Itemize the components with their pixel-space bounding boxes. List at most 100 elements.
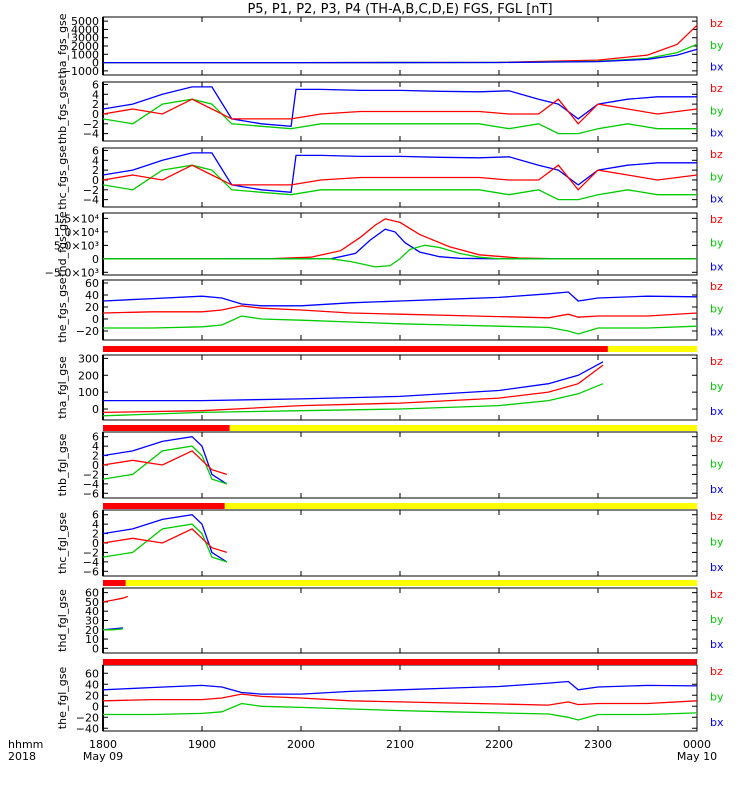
- series-line-by: [102, 98, 697, 135]
- y-axis-label: the_fgs_gse: [56, 277, 69, 342]
- legend-entry-bz: bz: [710, 280, 723, 293]
- y-tick-label: 0: [92, 459, 99, 472]
- legend-entry-bz: bz: [710, 432, 723, 445]
- series-line-by: [103, 43, 698, 64]
- series-line-by: [102, 445, 227, 485]
- series-line-by: [103, 315, 698, 335]
- series-line-by: [102, 523, 227, 563]
- mode-bar-segment: [103, 580, 126, 586]
- x-tick-label: 0000: [683, 738, 711, 751]
- legend-entry-by: by: [710, 104, 724, 117]
- legend-entry-bz: bz: [710, 17, 723, 30]
- series-line-by: [103, 702, 698, 721]
- y-tick-label: 60: [85, 667, 99, 680]
- legend-entry-by: by: [710, 170, 724, 183]
- y-tick-label: −4: [83, 128, 99, 141]
- series-line-bx: [103, 361, 604, 402]
- y-axis-label: thc_fgs_gse: [56, 145, 69, 210]
- x-tick-date-label: May 09: [83, 750, 123, 763]
- x-tick-label: 1900: [188, 738, 216, 751]
- legend-entry-bz: bz: [710, 82, 723, 95]
- y-tick-label: −6: [83, 565, 99, 578]
- legend-entry-bz: bz: [710, 510, 723, 523]
- y-tick-label: 3000: [71, 32, 99, 45]
- y-tick-label: 0: [92, 403, 99, 416]
- y-tick-label: 2: [92, 528, 99, 541]
- y-tick-label: 30: [85, 615, 99, 628]
- legend-entry-bx: bx: [710, 405, 724, 418]
- y-tick-label: 6: [92, 431, 99, 444]
- panel-frame: [102, 509, 698, 577]
- y-axis-label: tha_fgs_gse: [56, 13, 69, 78]
- legend-entry-bx: bx: [710, 193, 724, 206]
- y-axis-label: tha_fgl_gse: [56, 356, 69, 419]
- y-tick-label: 0: [92, 57, 99, 70]
- y-tick-label: −2: [83, 184, 99, 197]
- series-line-bz: [102, 98, 698, 125]
- legend-entry-by: by: [710, 237, 724, 250]
- x-tick-label: 2200: [485, 738, 513, 751]
- legend-entry-by: by: [710, 380, 724, 393]
- y-tick-label: −4: [83, 478, 99, 491]
- series-line-bx: [102, 152, 697, 193]
- legend-entry-bz: bz: [710, 355, 723, 368]
- series-line-bz: [102, 693, 698, 706]
- y-tick-label: 40: [85, 678, 99, 691]
- series-line-by: [103, 244, 697, 268]
- x-tick-label: 2300: [584, 738, 612, 751]
- y-tick-label: −1000: [62, 65, 99, 78]
- legend-entry-bx: bx: [710, 561, 724, 574]
- mode-bar-segment: [103, 425, 230, 431]
- y-tick-label: 4: [92, 88, 99, 101]
- y-tick-label: 6: [92, 509, 99, 522]
- y-tick-label: 6: [92, 144, 99, 157]
- mode-bar-segment: [607, 346, 697, 352]
- y-tick-label: 5000: [71, 15, 99, 28]
- y-tick-label: −5.0×10³: [45, 266, 99, 279]
- series-line-bx: [102, 514, 228, 563]
- y-tick-label: −4: [83, 556, 99, 569]
- legend-entry-by: by: [710, 613, 724, 626]
- panel-frame: [102, 664, 698, 732]
- series-line-bz: [102, 595, 129, 603]
- panel-frame: [102, 431, 698, 499]
- series-line-bz: [102, 305, 698, 319]
- y-tick-label: −2: [83, 468, 99, 481]
- panel-left-edge: [102, 355, 104, 420]
- y-axis-label: thb_fgl_gse: [56, 433, 69, 496]
- legend-entry-bx: bx: [710, 61, 724, 74]
- y-tick-label: −6: [83, 487, 99, 500]
- legend-entry-by: by: [710, 457, 724, 470]
- legend-entry-bz: bz: [710, 665, 723, 678]
- x-tick-date-label: May 10: [677, 750, 717, 763]
- y-tick-label: 2: [92, 450, 99, 463]
- series-line-bx: [102, 86, 697, 127]
- y-axis-label: thd_fgl_gse: [56, 589, 69, 652]
- y-tick-label: 2: [92, 98, 99, 111]
- y-tick-label: −40: [76, 722, 99, 735]
- y-tick-label: 0: [92, 108, 99, 121]
- y-tick-label: 300: [78, 352, 99, 365]
- legend-entry-bx: bx: [710, 260, 724, 273]
- legend-entry-bx: bx: [710, 638, 724, 651]
- y-tick-label: −4: [83, 194, 99, 207]
- y-tick-label: 4000: [71, 23, 99, 36]
- panel-frame: [102, 16, 698, 76]
- y-axis-label: the_fgl_gse: [56, 667, 69, 730]
- y-tick-label: 50: [85, 596, 99, 609]
- series-line-bz: [102, 528, 227, 554]
- series-line-bz: [102, 364, 604, 414]
- y-tick-label: 0: [92, 253, 99, 266]
- legend-entry-bx: bx: [710, 483, 724, 496]
- y-tick-label: 40: [85, 289, 99, 302]
- series-line-bx: [102, 291, 698, 307]
- y-tick-label: 0: [92, 642, 99, 655]
- y-axis-label: thb_fgs_gse: [56, 79, 69, 145]
- panel-frame: [102, 279, 698, 341]
- series-line-by: [102, 164, 697, 201]
- y-tick-label: 1.5×10⁴: [54, 212, 100, 225]
- mode-bar-segment: [103, 659, 697, 665]
- panel-left-edge: [102, 665, 104, 731]
- mode-bar-segment: [103, 346, 608, 352]
- mode-bar-segment: [224, 503, 697, 509]
